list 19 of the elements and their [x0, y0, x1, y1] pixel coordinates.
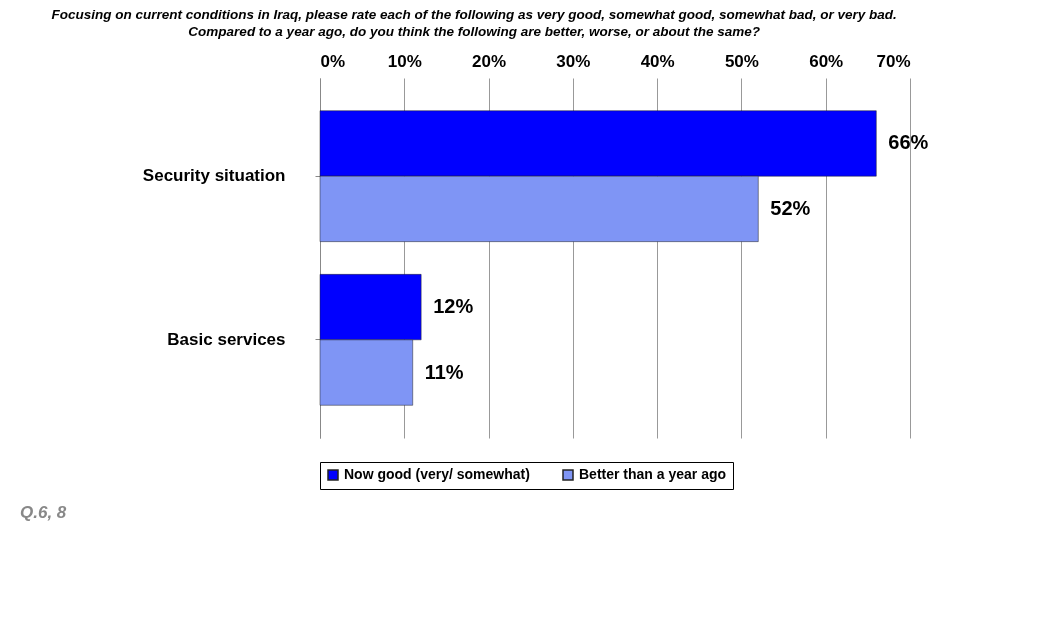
x-tick-label: 20%	[472, 51, 507, 71]
chart-subtitle: Compared to a year ago, do you think the following are better, worse, or about the same?	[188, 23, 760, 39]
y-tick-label: Basic services	[167, 329, 286, 349]
x-tick-label: 60%	[809, 51, 844, 71]
x-tick-label: 0%	[320, 51, 346, 71]
legend-label: Now good (very/ somewhat)	[344, 466, 530, 482]
x-tick-label: 30%	[556, 51, 591, 71]
chart-title: Focusing on current conditions in Iraq, please rate each of the following as very good, somewhat good, somewhat bad, or very bad.	[51, 7, 897, 22]
data-label: 66%	[888, 131, 929, 154]
y-tick-label: Security situation	[142, 166, 286, 186]
x-tick-label: 50%	[724, 51, 759, 71]
data-label: 12%	[433, 295, 474, 318]
data-label: 11%	[424, 360, 464, 383]
text: Q.6, 8	[20, 503, 67, 522]
x-tick-label: 70%	[876, 51, 911, 71]
legend-label: Better than a year ago	[579, 466, 727, 482]
x-tick-label: 10%	[387, 51, 422, 71]
data-label: 52%	[770, 196, 811, 219]
x-tick-label: 40%	[640, 51, 675, 71]
